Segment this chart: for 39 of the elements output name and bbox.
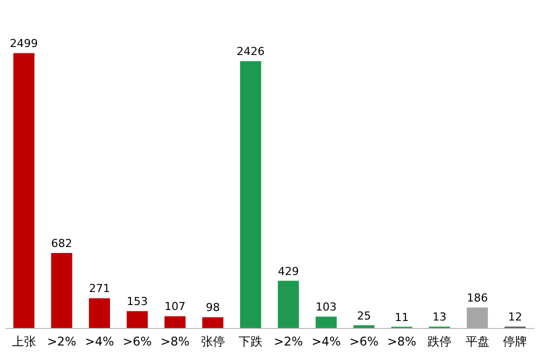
x-tick-label: >4% <box>84 334 114 348</box>
bar <box>88 298 110 328</box>
x-tick-label: >2% <box>47 334 76 348</box>
data-label: 2499 <box>10 37 38 50</box>
data-label: 682 <box>51 236 72 250</box>
bar <box>240 61 262 328</box>
x-tick-label: >6% <box>122 334 152 348</box>
x-tick-label: 张停 <box>200 334 225 348</box>
bar <box>278 280 299 328</box>
data-label: 429 <box>278 264 299 278</box>
data-label: 153 <box>126 295 148 308</box>
data-label: 107 <box>164 300 186 314</box>
x-tick-label: >8% <box>160 334 190 348</box>
bar <box>13 53 34 328</box>
x-tick-label: >2% <box>274 334 303 348</box>
bar <box>164 316 186 328</box>
x-tick-label: >6% <box>349 334 379 348</box>
x-tick-label: 跌停 <box>428 334 452 348</box>
data-label: 271 <box>88 282 110 296</box>
data-label: 103 <box>316 300 337 314</box>
bar <box>316 316 337 328</box>
x-tick-label: 平盘 <box>465 334 490 348</box>
bar <box>353 325 375 328</box>
bar <box>51 252 72 328</box>
data-label: 25 <box>356 309 371 322</box>
x-tick-label: >4% <box>312 334 341 348</box>
x-tick-label: >8% <box>387 334 416 348</box>
data-label: 186 <box>466 292 488 305</box>
data-label: 13 <box>432 310 447 324</box>
x-tick-label: 上张 <box>12 334 36 348</box>
x-tick-label: 停牌 <box>503 334 528 348</box>
data-label: 11 <box>394 310 409 324</box>
bar <box>126 311 148 328</box>
x-tick-label: 下跌 <box>238 334 263 348</box>
bar <box>466 308 488 328</box>
data-label: 98 <box>206 301 220 314</box>
data-label: 2426 <box>236 45 265 58</box>
data-label: 12 <box>508 310 522 324</box>
bar <box>202 317 224 328</box>
